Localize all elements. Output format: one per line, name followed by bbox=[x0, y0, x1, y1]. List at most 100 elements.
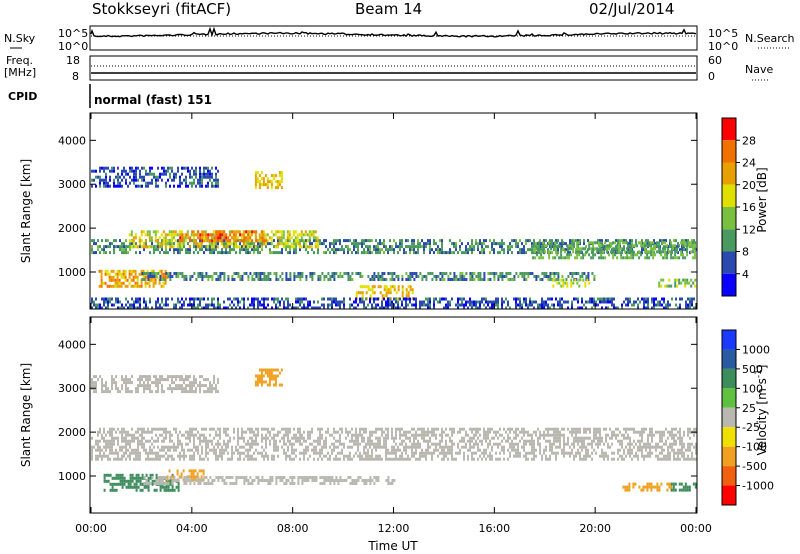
velocity-cell-0 bbox=[417, 445, 419, 449]
velocity-cell-0 bbox=[275, 442, 277, 446]
power-cell-10 bbox=[596, 241, 599, 245]
power-cell-10 bbox=[552, 256, 555, 260]
velocity-cell-0 bbox=[227, 439, 229, 443]
power-cell-4 bbox=[383, 272, 386, 275]
velocity-cell-0 bbox=[151, 457, 153, 461]
velocity-cell-0 bbox=[125, 448, 127, 452]
power-cell-8 bbox=[582, 278, 585, 282]
power-cell-0 bbox=[357, 245, 359, 249]
velocity-cell-0 bbox=[403, 445, 405, 449]
velocity-cell-0 bbox=[391, 448, 393, 452]
power-cell-1 bbox=[286, 236, 289, 240]
velocity-cell-0 bbox=[369, 439, 371, 443]
power-cell-2 bbox=[233, 239, 236, 243]
power-cell-0 bbox=[557, 251, 559, 255]
power-cell-2 bbox=[247, 239, 250, 243]
velocity-cell-0 bbox=[271, 427, 273, 431]
power-cell-10 bbox=[540, 256, 543, 260]
power-cell-11 bbox=[193, 303, 195, 307]
velocity-cell-0 bbox=[245, 448, 247, 452]
power-cell-7 bbox=[177, 184, 179, 188]
velocity-cell-0 bbox=[489, 442, 491, 446]
power-cell-0 bbox=[165, 251, 167, 255]
power-cell-4 bbox=[549, 272, 552, 275]
power-cell-1 bbox=[262, 236, 265, 240]
velocity-cell-0 bbox=[687, 454, 689, 458]
power-cell-4 bbox=[205, 275, 208, 278]
velocity-cell-1 bbox=[131, 479, 134, 483]
velocity-cell-0 bbox=[281, 436, 283, 440]
power-cell-11 bbox=[333, 300, 335, 304]
velocity-cell-0 bbox=[115, 436, 117, 440]
power-cell-3 bbox=[114, 272, 117, 276]
power-cell-0 bbox=[389, 248, 391, 252]
velocity-cell-0 bbox=[691, 442, 693, 446]
velocity-cell-0 bbox=[213, 451, 215, 455]
velocity-cell-0 bbox=[255, 448, 257, 452]
power-cell-11 bbox=[535, 300, 537, 304]
power-cell-11 bbox=[469, 303, 471, 307]
velocity-cell-0 bbox=[663, 442, 665, 446]
velocity-cell-0 bbox=[445, 427, 447, 431]
power-cell-11 bbox=[317, 300, 319, 304]
velocity-cell-0 bbox=[155, 454, 157, 458]
power-cell-11 bbox=[521, 303, 523, 307]
power-cell-11 bbox=[299, 300, 301, 304]
velocity-cell-0 bbox=[339, 433, 341, 437]
velocity-cell-0 bbox=[387, 427, 389, 431]
power-cell-0 bbox=[615, 251, 617, 255]
power-cell-11 bbox=[457, 306, 459, 310]
power-cell-11 bbox=[681, 297, 683, 301]
power-cell-11 bbox=[95, 306, 97, 310]
power-cell-11 bbox=[275, 297, 277, 301]
velocity-cell-0 bbox=[321, 436, 323, 440]
power-cell-0 bbox=[429, 242, 431, 246]
velocity-cell-0 bbox=[323, 445, 325, 449]
power-cell-11 bbox=[501, 303, 503, 307]
velocity-cell-0 bbox=[649, 442, 651, 446]
power-cell-0 bbox=[587, 248, 589, 252]
power-cell-0 bbox=[673, 239, 675, 243]
velocity-cell-0 bbox=[137, 442, 139, 446]
power-cell-9 bbox=[660, 278, 663, 282]
power-cell-0 bbox=[305, 239, 307, 243]
power-cell-2 bbox=[209, 239, 212, 243]
velocity-cell-0 bbox=[443, 430, 445, 434]
power-cell-4 bbox=[147, 278, 150, 281]
velocity-cell-1 bbox=[105, 479, 108, 483]
power-cell-0 bbox=[655, 242, 657, 246]
velocity-cell-0 bbox=[625, 430, 627, 434]
power-cell-0 bbox=[399, 239, 401, 243]
velocity-cell-0 bbox=[179, 430, 181, 434]
power-cell-10 bbox=[616, 250, 619, 254]
power-cell-10 bbox=[650, 247, 653, 251]
power-cell-11 bbox=[561, 303, 563, 307]
velocity-cell-0 bbox=[265, 427, 267, 431]
power-cell-4 bbox=[339, 275, 342, 278]
velocity-cell-0 bbox=[419, 445, 421, 449]
velocity-cell-0 bbox=[273, 433, 275, 437]
velocity-cell-0 bbox=[301, 451, 303, 455]
power-cell-5 bbox=[373, 285, 376, 289]
power-cell-2 bbox=[179, 239, 182, 243]
power-cell-11 bbox=[295, 300, 297, 304]
velocity-cell-0 bbox=[525, 454, 527, 458]
power-cell-1 bbox=[142, 242, 145, 246]
power-cell-4 bbox=[469, 272, 472, 275]
power-cell-0 bbox=[105, 239, 107, 243]
power-cell-2 bbox=[225, 236, 228, 240]
power-cell-11 bbox=[583, 303, 585, 307]
velocity-cell-0 bbox=[339, 451, 341, 455]
power-cell-4 bbox=[401, 275, 404, 278]
velocity-cell-0 bbox=[407, 445, 409, 449]
velocity-cell-0 bbox=[601, 436, 603, 440]
power-cell-11 bbox=[165, 300, 167, 304]
power-cell-11 bbox=[181, 306, 183, 310]
velocity-cell-0 bbox=[451, 445, 453, 449]
power-cell-0 bbox=[169, 248, 171, 252]
velocity-cell-0 bbox=[299, 436, 301, 440]
velocity-cell-0 bbox=[685, 448, 687, 452]
velocity-cell-0 bbox=[365, 457, 367, 461]
power-cell-1 bbox=[148, 233, 151, 237]
power-cell-1 bbox=[248, 245, 251, 249]
